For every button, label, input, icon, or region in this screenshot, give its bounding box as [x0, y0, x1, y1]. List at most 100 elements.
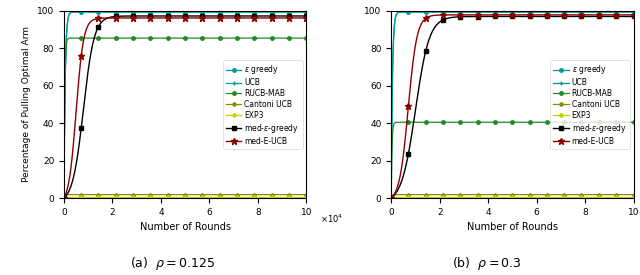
Cantoni UCB [630, 193, 637, 196]
RUCB-MAB [412, 121, 420, 124]
EXP3 [412, 196, 420, 199]
med-E-UCB [566, 13, 574, 16]
Text: (a)  $\rho = 0.125$: (a) $\rho = 0.125$ [130, 255, 216, 273]
RUCB-MAB [60, 196, 68, 200]
RUCB-MAB [486, 121, 493, 124]
EXP3 [387, 196, 395, 199]
Line: $\epsilon$ greedy: $\epsilon$ greedy [390, 10, 636, 200]
UCB [581, 10, 589, 13]
med-$\epsilon$-greedy [60, 196, 68, 200]
med-E-UCB [485, 13, 493, 16]
EXP3 [485, 196, 493, 199]
Line: med-$\epsilon$-greedy: med-$\epsilon$-greedy [390, 15, 636, 200]
med-$\epsilon$-greedy [577, 15, 584, 18]
RUCB-MAB [167, 37, 175, 40]
RUCB-MAB [581, 121, 589, 124]
med-E-UCB [577, 13, 584, 16]
X-axis label: Number of Rounds: Number of Rounds [467, 222, 558, 232]
Cantoni UCB [250, 193, 257, 196]
EXP3 [167, 196, 175, 199]
$\epsilon$ greedy [630, 10, 637, 13]
Line: Cantoni UCB: Cantoni UCB [390, 193, 635, 199]
Line: med-E-UCB: med-E-UCB [61, 15, 310, 201]
UCB [433, 10, 440, 13]
UCB [167, 10, 175, 13]
med-E-UCB [254, 16, 262, 20]
Cantoni UCB [303, 193, 310, 196]
med-$\epsilon$-greedy [412, 105, 420, 108]
EXP3 [580, 196, 588, 199]
RUCB-MAB [227, 37, 234, 40]
$\epsilon$ greedy [486, 10, 493, 13]
RUCB-MAB [159, 37, 166, 40]
Line: EXP3: EXP3 [63, 196, 308, 199]
$\epsilon$ greedy [250, 10, 257, 13]
Cantoni UCB [494, 193, 502, 196]
EXP3 [85, 196, 93, 199]
med-E-UCB [158, 16, 166, 20]
RUCB-MAB [577, 121, 584, 124]
UCB [577, 10, 584, 13]
Cantoni UCB [85, 193, 93, 196]
Cantoni UCB [227, 193, 234, 196]
$\epsilon$ greedy [60, 196, 68, 200]
med-E-UCB [387, 196, 395, 200]
Cantoni UCB [254, 193, 262, 196]
UCB [387, 196, 395, 200]
EXP3 [577, 196, 584, 199]
med-$\epsilon$-greedy [227, 14, 234, 18]
UCB [85, 10, 93, 13]
EXP3 [554, 196, 561, 199]
UCB [554, 10, 562, 13]
Line: RUCB-MAB: RUCB-MAB [390, 120, 636, 200]
UCB [303, 10, 310, 13]
$\epsilon$ greedy [227, 10, 234, 13]
Line: med-E-UCB: med-E-UCB [388, 12, 637, 201]
EXP3 [494, 196, 502, 199]
$\epsilon$ greedy [494, 10, 502, 13]
Legend: $\epsilon$ greedy, UCB, RUCB-MAB, Cantoni UCB, EXP3, med-$\epsilon$-greedy, med-: $\epsilon$ greedy, UCB, RUCB-MAB, Canton… [550, 60, 630, 149]
Cantoni UCB [406, 193, 413, 196]
Cantoni UCB [554, 193, 562, 196]
EXP3 [303, 196, 310, 199]
med-$\epsilon$-greedy [485, 15, 493, 18]
UCB [630, 10, 637, 13]
Cantoni UCB [412, 193, 420, 196]
$\epsilon$ greedy [581, 10, 589, 13]
med-E-UCB [494, 13, 502, 16]
Line: med-$\epsilon$-greedy: med-$\epsilon$-greedy [62, 14, 308, 200]
$\epsilon$ greedy [412, 10, 420, 13]
med-$\epsilon$-greedy [630, 15, 637, 18]
Cantoni UCB [581, 193, 589, 196]
RUCB-MAB [494, 121, 502, 124]
UCB [250, 10, 257, 13]
med-$\epsilon$-greedy [167, 14, 175, 18]
EXP3 [253, 196, 261, 199]
med-$\epsilon$-greedy [249, 14, 257, 18]
UCB [254, 10, 262, 13]
RUCB-MAB [254, 37, 262, 40]
RUCB-MAB [387, 196, 395, 200]
Cantoni UCB [159, 193, 166, 196]
$\epsilon$ greedy [159, 10, 166, 13]
UCB [486, 10, 493, 13]
med-$\epsilon$-greedy [85, 65, 93, 68]
$\epsilon$ greedy [433, 10, 440, 13]
$\epsilon$ greedy [554, 10, 562, 13]
RUCB-MAB [85, 37, 93, 40]
UCB [60, 196, 68, 200]
med-$\epsilon$-greedy [387, 196, 395, 200]
med-E-UCB [412, 41, 420, 44]
Legend: $\epsilon$ greedy, UCB, RUCB-MAB, Cantoni UCB, EXP3, med-$\epsilon$-greedy, med-: $\epsilon$ greedy, UCB, RUCB-MAB, Canton… [223, 60, 303, 149]
Line: Cantoni UCB: Cantoni UCB [63, 193, 308, 199]
$\epsilon$ greedy [106, 10, 113, 13]
med-E-UCB [303, 16, 310, 20]
Line: RUCB-MAB: RUCB-MAB [62, 36, 308, 200]
UCB [227, 10, 234, 13]
med-E-UCB [554, 13, 561, 16]
X-axis label: Number of Rounds: Number of Rounds [140, 222, 230, 232]
med-$\epsilon$-greedy [158, 14, 166, 18]
med-E-UCB [85, 23, 93, 26]
Cantoni UCB [60, 196, 68, 200]
EXP3 [158, 196, 166, 199]
